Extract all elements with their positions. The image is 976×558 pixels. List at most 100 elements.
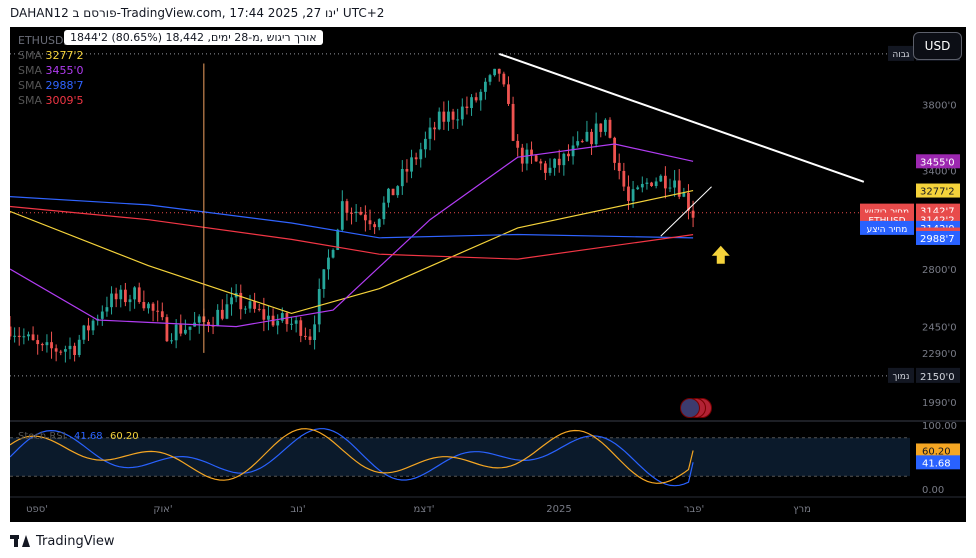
us-flag-icon[interactable] xyxy=(680,398,700,418)
candle-body xyxy=(63,349,67,352)
candle-body xyxy=(160,311,164,318)
up-arrow-icon[interactable] xyxy=(711,245,730,264)
candle-body xyxy=(525,149,529,164)
candle-body xyxy=(414,157,418,160)
currency-button[interactable]: USD xyxy=(913,32,962,60)
time-axis-label: מרץ xyxy=(793,504,811,515)
candle-body xyxy=(387,188,390,203)
tradingview-logo[interactable]: TradingView xyxy=(10,532,115,550)
candle-body xyxy=(133,287,137,300)
candle-body xyxy=(73,345,77,355)
candle-body xyxy=(179,324,183,334)
candle-body xyxy=(36,340,40,345)
rsi-tag xyxy=(916,455,960,470)
candle-body xyxy=(174,324,178,341)
candle-body xyxy=(691,210,695,218)
candle-body xyxy=(534,155,538,162)
candle-body xyxy=(511,103,515,141)
candle-body xyxy=(400,169,404,187)
time-axis-label: פבר' xyxy=(684,504,704,515)
candle-body xyxy=(45,342,49,346)
candle-body xyxy=(580,141,584,143)
candle-body xyxy=(350,212,353,214)
candle-body xyxy=(373,224,377,228)
candle-body xyxy=(359,211,363,215)
candle-body xyxy=(345,201,349,213)
candle-body xyxy=(59,351,63,353)
trendline-1[interactable] xyxy=(498,52,865,183)
legend-sma-1: SMA 3277'2 xyxy=(18,49,84,62)
candle-body xyxy=(197,316,201,323)
candle-body xyxy=(151,303,155,311)
candle-body xyxy=(622,170,626,187)
price-tag xyxy=(916,183,960,198)
candle-body xyxy=(340,201,344,230)
candle-body xyxy=(22,336,26,338)
candle-body xyxy=(13,335,17,337)
time-axis-label: דצמ' xyxy=(414,504,435,515)
chart-frame[interactable]: 3800'0 3400'0 2800'0 2450'0 2290'0 1990'0 גבוה… xyxy=(10,27,966,522)
low-name-tag xyxy=(888,367,914,383)
candle-body xyxy=(520,147,524,164)
price-axis-label: 3800'0 xyxy=(922,101,957,112)
candle-body xyxy=(410,157,413,172)
rsi-tag-text: 60.20 xyxy=(922,446,951,457)
candle-body xyxy=(548,167,552,173)
candle-body xyxy=(27,334,30,337)
candle-body xyxy=(613,137,617,163)
rsi-axis-label: 0.00 xyxy=(922,485,944,496)
tradingview-icon xyxy=(10,535,30,547)
candle-body xyxy=(322,269,326,289)
events-flags[interactable] xyxy=(680,398,716,418)
candle-body xyxy=(654,181,658,187)
candle-body xyxy=(142,301,146,309)
candle-body xyxy=(248,301,252,309)
high-name-tag xyxy=(888,45,914,61)
candle-body xyxy=(128,299,132,303)
candle-body xyxy=(257,308,261,310)
candle-body xyxy=(668,187,672,189)
candle-body xyxy=(156,310,160,312)
candle-body xyxy=(483,81,487,92)
candle-body xyxy=(460,106,464,120)
rsi-legend-k: 41.68 xyxy=(74,431,103,442)
candle-body xyxy=(165,317,169,342)
rsi-tag xyxy=(916,443,960,458)
price-tag-name-text: מחיר היצע xyxy=(867,225,908,235)
legend-sma-4: SMA 3009'5 xyxy=(18,94,84,107)
time-axis-label: ספט' xyxy=(26,504,48,515)
measure-tooltip: 1844'2 (80.65%) 18,442 ,אורך ריגוש ,מ-28… xyxy=(64,30,323,45)
price-tag-name-text: מחיר ביקוש xyxy=(865,208,909,218)
rsi-band-fill xyxy=(10,437,910,477)
candle-body xyxy=(507,84,510,104)
candle-body xyxy=(557,158,561,166)
candle-body xyxy=(290,323,293,325)
candle-body xyxy=(68,345,72,350)
candle-body xyxy=(437,111,441,130)
price-tag xyxy=(916,230,960,245)
candle-body xyxy=(516,140,520,148)
time-axis-label: 2025 xyxy=(546,504,571,515)
candle-body xyxy=(368,220,372,225)
candle-body xyxy=(382,202,386,220)
candle-body xyxy=(119,289,123,300)
trendline-2[interactable] xyxy=(660,186,712,237)
candle-body xyxy=(110,293,113,308)
sma-blue-line xyxy=(10,196,694,239)
time-axis-label: אוק' xyxy=(153,504,172,515)
high-name-text: גבוה xyxy=(892,50,910,60)
candle-body xyxy=(673,180,677,188)
price-chart[interactable]: 3800'0 3400'0 2800'0 2450'0 2290'0 1990'0 גבוה… xyxy=(10,27,966,522)
sma-red-line xyxy=(10,205,694,260)
candle-body xyxy=(502,73,506,85)
candle-body xyxy=(262,309,266,320)
candle-body xyxy=(493,68,497,76)
candle-body xyxy=(663,175,667,189)
candle-body xyxy=(317,288,321,325)
low-price-text: 2150'0 xyxy=(920,372,955,383)
sma-yellow-line xyxy=(10,190,694,315)
candle-body xyxy=(10,326,12,337)
candle-body xyxy=(137,287,141,302)
rsi-legend-d: 60.20 xyxy=(110,431,139,442)
candle-body xyxy=(285,313,289,325)
